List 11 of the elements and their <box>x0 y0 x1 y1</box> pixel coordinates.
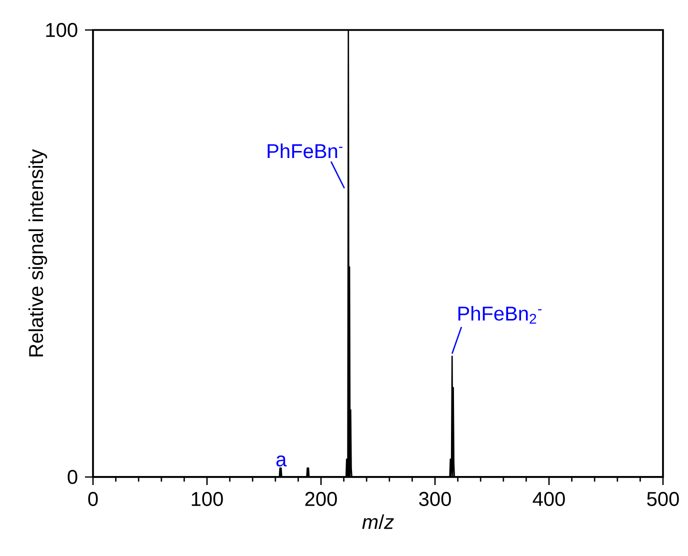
x-tick-label: 300 <box>419 492 451 506</box>
x-tick-label: 0 <box>88 492 98 506</box>
x-tick-label: 400 <box>532 492 565 506</box>
annotation: a <box>276 456 287 466</box>
annotation: PhFeBn$_{2}$- <box>458 306 542 324</box>
x-axis-title: m/z <box>362 514 394 530</box>
x-tick-label: 500 <box>647 492 679 506</box>
annotation: PhFeBn$^{-}$ <box>268 144 342 158</box>
x-tick-label: 100 <box>192 492 223 506</box>
x-tick-label: 200 <box>305 492 337 506</box>
y-axis-title: Relative signal intensity <box>28 149 48 356</box>
